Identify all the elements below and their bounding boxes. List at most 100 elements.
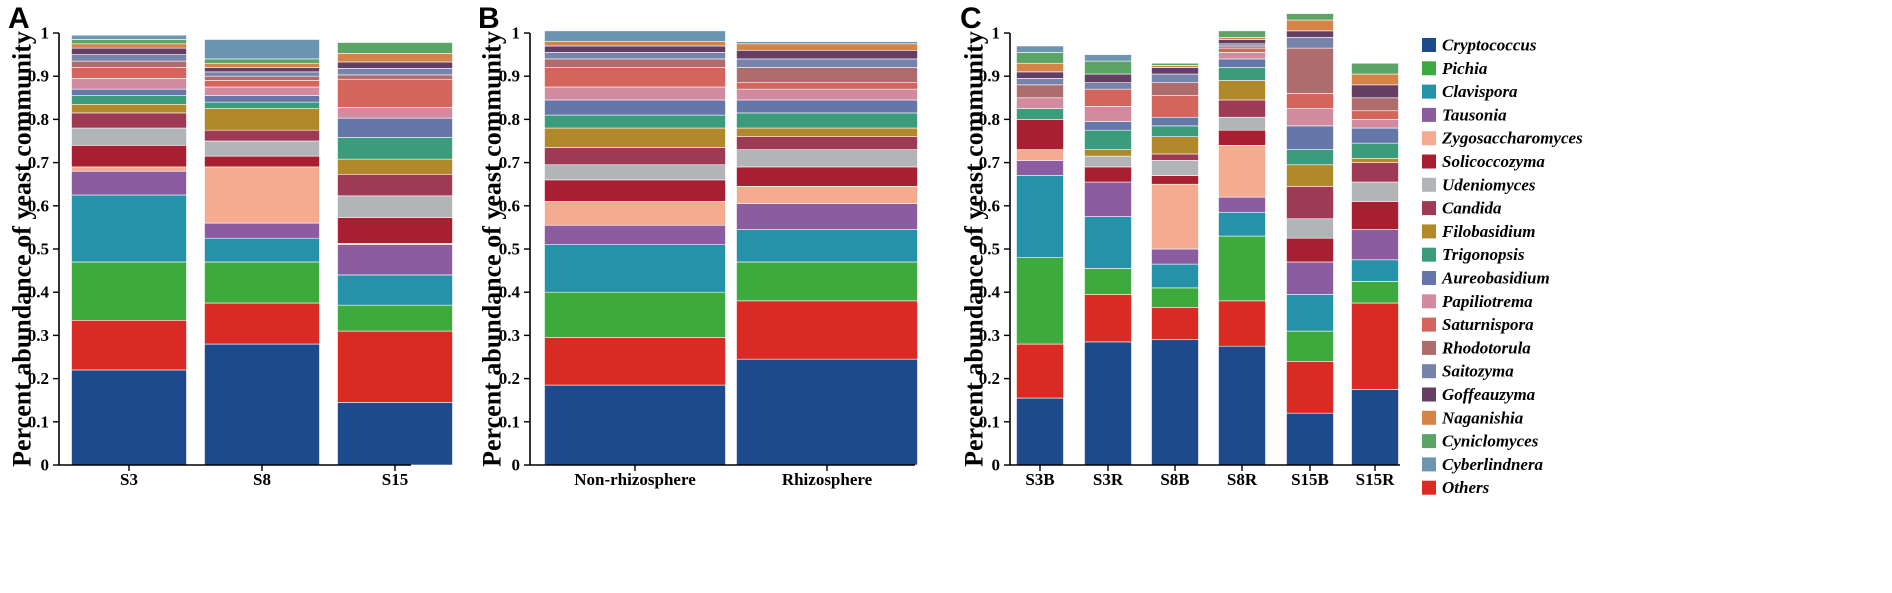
- panel-c-bar-s8b-aureobasidium: [1151, 116, 1199, 127]
- panel-b-bar-non-rhizosphere-trigonopsis: [544, 114, 726, 129]
- panel-c-bar-s8r-aureobasidium: [1218, 58, 1266, 68]
- panel-a-bar-s15-others: [337, 330, 453, 403]
- legend-swatch-filobasidium: [1422, 224, 1436, 239]
- panel-b-bar-non-rhizosphere-filobasidium: [544, 127, 726, 148]
- panel-c-bar-s15b-saitozyma: [1286, 37, 1334, 49]
- panel-a-bar-s15-saitozyma: [337, 68, 453, 76]
- panel-a-ytick-label: 0.1: [28, 412, 49, 431]
- legend-swatch-clavispora: [1422, 84, 1436, 99]
- panel-b-bar-non-rhizosphere-saitozyma: [544, 52, 726, 60]
- panel-c-bar-s8r-clavispora: [1218, 211, 1266, 237]
- panel-c-bar-s15b-pichia: [1286, 330, 1334, 362]
- panel-a-bar-s3-filobasidium: [71, 103, 187, 114]
- panel-c-ytick-label: 0.2: [979, 369, 1000, 388]
- panel-c-ytick-label: 0.9: [979, 67, 1000, 86]
- panel-c-bar-s3r-saturnispora: [1084, 88, 1132, 107]
- panel-b-bar-non-rhizosphere-papiliotrema: [544, 86, 726, 101]
- panel-c-bar-s3b-solicoccozyma: [1016, 119, 1064, 150]
- panel-a-bar-s8-candida: [204, 129, 320, 142]
- panel-c-bar-s8b-tausonia: [1151, 248, 1199, 265]
- legend-label-udeniomyces: Udeniomyces: [1442, 175, 1536, 194]
- panel-a-bar-s3-udeniomyces: [71, 127, 187, 146]
- legend-label-papiliotrema: Papiliotrema: [1441, 292, 1533, 311]
- panel-a-bar-s8-clavispora: [204, 237, 320, 263]
- panel-a-bar-s8-cyberlindnera: [204, 39, 320, 60]
- panel-a-bar-s3-goffeauzyma: [71, 47, 187, 55]
- panel-a-ytick-label: 0.3: [28, 326, 49, 345]
- panel-a-ytick-label: 0.2: [28, 369, 49, 388]
- panel-b-bar-non-rhizosphere-tausonia: [544, 224, 726, 245]
- panel-c-bar-s8b-solicoccozyma: [1151, 175, 1199, 185]
- panel-c-bar-s15b-naganishia: [1286, 19, 1334, 32]
- panel-b-ytick-label: 0.2: [499, 369, 520, 388]
- panel-a-bar-s8-udeniomyces: [204, 140, 320, 157]
- panel-a-xtick-s15: S15: [382, 470, 408, 489]
- panel-c-bar-s15r-udeniomyces: [1351, 181, 1399, 202]
- panel-c-bar-s15b-cyniclomyces: [1286, 13, 1334, 21]
- panel-c-bar-s8r-naganishia: [1218, 37, 1266, 40]
- legend-label-solicoccozyma: Solicoccozyma: [1442, 152, 1545, 171]
- panel-a-bar-s3-saturnispora: [71, 67, 187, 79]
- panel-a-bar-s15-papiliotrema: [337, 107, 453, 119]
- panel-c-ytick-label: 0.5: [979, 240, 1000, 259]
- panel-c-bar-s15r-naganishia: [1351, 73, 1399, 86]
- panel-c-xtick-s8r: S8R: [1227, 470, 1258, 489]
- legend-label-cyniclomyces: Cyniclomyces: [1442, 432, 1539, 451]
- panel-c-bar-s15r-rhodotorula: [1351, 97, 1399, 112]
- panel-c-bar-s3r-goffeauzyma: [1084, 73, 1132, 83]
- panel-b-bar-non-rhizosphere-candida: [544, 147, 726, 166]
- panel-a-bar-s15-cryptococcus: [337, 402, 453, 466]
- panel-c-bar-s15b-trigonopsis: [1286, 149, 1334, 166]
- panel-c-bar-s3r-aureobasidium: [1084, 121, 1132, 131]
- panel-a-bar-s8-naganishia: [204, 62, 320, 68]
- panel-c-bar-s15r-candida: [1351, 162, 1399, 183]
- panel-b-ytick-label: 0: [512, 456, 521, 475]
- panel-c-bar-s15b-goffeauzyma: [1286, 30, 1334, 38]
- panel-c-bar-s8r-cyniclomyces: [1218, 30, 1266, 38]
- panel-a-bar-s8-cryptococcus: [204, 343, 320, 466]
- panel-c-bar-s3r-trigonopsis: [1084, 129, 1132, 150]
- panel-c-ytick-label: 0.6: [979, 196, 1000, 215]
- panel-a-bar-s8-zygosaccharomyces: [204, 166, 320, 224]
- panel-c-bar-s8b-rhodotorula: [1151, 82, 1199, 96]
- panel-c-letter: C: [960, 2, 982, 35]
- panel-a-bar-s3-naganishia: [71, 43, 187, 49]
- panel-c-bar-s3r-cryptococcus: [1084, 341, 1132, 466]
- panel-b-bar-rhizosphere-udeniomyces: [736, 149, 918, 168]
- panel-c-bar-s15r-others: [1351, 302, 1399, 390]
- panel-c-bar-s15r-cryptococcus: [1351, 389, 1399, 466]
- panel-c-bar-s3b-trigonopsis: [1016, 108, 1064, 120]
- legend-swatch-rhodotorula: [1422, 340, 1436, 355]
- panel-a-bar-s15-rhodotorula: [337, 74, 453, 80]
- panel-b-bar-rhizosphere-others: [736, 300, 918, 360]
- panel-b-ytick-label: 0.7: [499, 153, 521, 172]
- panel-c-bar-s15b-candida: [1286, 186, 1334, 220]
- panel-a-bar-s8-aureobasidium: [204, 95, 320, 103]
- panel-c-bar-s15b-udeniomyces: [1286, 218, 1334, 239]
- panel-c-bar-s3b-rhodotorula: [1016, 84, 1064, 99]
- panel-c-bar-s15r-aureobasidium: [1351, 127, 1399, 144]
- panel-b-bar-non-rhizosphere-others: [544, 337, 726, 386]
- panel-c-bar-s15b-others: [1286, 361, 1334, 414]
- panel-a-bar-s15-goffeauzyma: [337, 61, 453, 69]
- panel-c-bar-s8b-udeniomyces: [1151, 160, 1199, 176]
- panel-c-bar-s3r-udeniomyces: [1084, 155, 1132, 168]
- legend-swatch-cyniclomyces: [1422, 434, 1436, 449]
- panel-a-bar-s3-cyberlindnera: [71, 34, 187, 40]
- panel-c-bar-s8r-saitozyma: [1218, 43, 1266, 47]
- panel-b-bar-rhizosphere-solicoccozyma: [736, 166, 918, 187]
- panel-a-bar-s15-candida: [337, 173, 453, 197]
- panel-a-bar-s8-tausonia: [204, 222, 320, 239]
- legend-label-rhodotorula: Rhodotorula: [1441, 338, 1531, 357]
- panel-a-ytick-label: 0.4: [28, 283, 50, 302]
- panel-c-ytick-label: 0: [992, 456, 1001, 475]
- panel-a-bar-s3-saitozyma: [71, 54, 187, 62]
- panel-b-bar-non-rhizosphere-cryptococcus: [544, 384, 726, 466]
- panel-b-bar-non-rhizosphere-pichia: [544, 291, 726, 338]
- panel-c-bar-s8r-saturnispora: [1218, 47, 1266, 53]
- panel-a-bar-s8-trigonopsis: [204, 101, 320, 109]
- panel-c-bar-s15r-solicoccozyma: [1351, 201, 1399, 230]
- panel-c-bar-s3b-clavispora: [1016, 175, 1064, 258]
- panel-c-bar-s15b-clavispora: [1286, 294, 1334, 332]
